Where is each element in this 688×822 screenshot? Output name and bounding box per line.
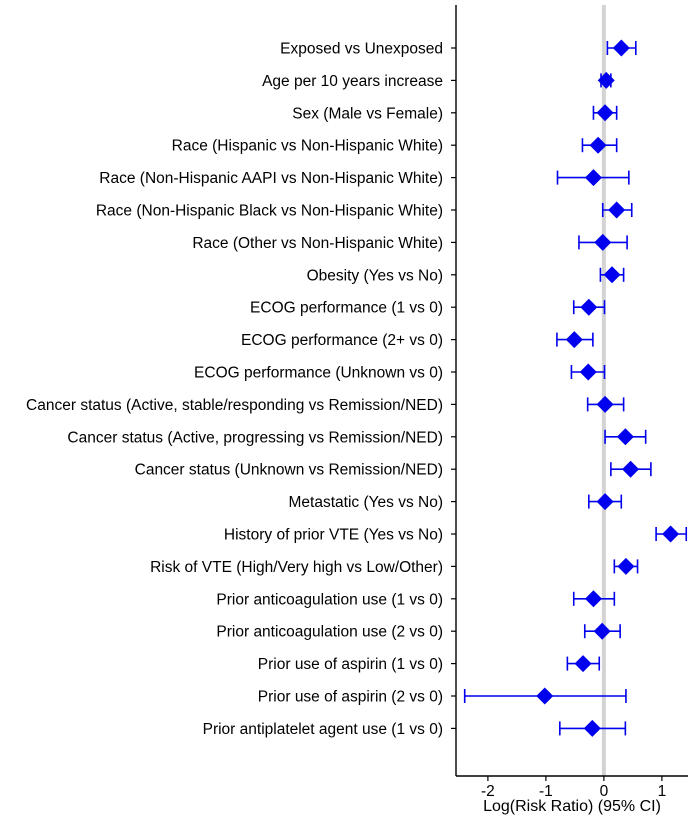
axis-layer: -2 -1 0 1 <box>451 5 688 800</box>
point-estimate-marker <box>580 298 598 316</box>
point-estimate-marker <box>596 104 614 122</box>
row-label: Sex (Male vs Female) <box>292 105 443 122</box>
point-estimate-marker <box>616 428 634 446</box>
point-estimate-marker <box>662 525 680 543</box>
row-label: Race (Hispanic vs Non-Hispanic White) <box>172 138 443 155</box>
point-estimate-marker <box>594 233 612 251</box>
row-label: ECOG performance (Unknown vs 0) <box>194 365 443 382</box>
point-estimate-marker <box>596 395 614 413</box>
point-estimate-marker <box>589 136 607 154</box>
row-label: Prior anticoagulation use (1 vs 0) <box>216 591 443 608</box>
row-label: Prior use of aspirin (1 vs 0) <box>258 656 443 673</box>
x-tick-label: 1 <box>658 783 667 800</box>
point-estimate-marker <box>608 201 626 219</box>
point-estimate-marker <box>565 331 583 349</box>
row-label: Cancer status (Active, progressing vs Re… <box>67 429 443 446</box>
row-label: Obesity (Yes vs No) <box>307 267 443 284</box>
x-axis-title: Log(Risk Ratio) (95% CI) <box>483 798 661 815</box>
point-estimate-marker <box>536 687 554 705</box>
point-estimate-marker <box>583 719 601 737</box>
x-tick-label: 0 <box>600 783 609 800</box>
row-label: Cancer status (Unknown vs Remission/NED) <box>135 462 443 479</box>
row-label-layer: Exposed vs Unexposed Age per 10 years inc… <box>26 41 443 738</box>
row-label: Risk of VTE (High/Very high vs Low/Other… <box>150 559 443 576</box>
point-estimate-marker <box>597 71 615 89</box>
row-label: Prior antiplatelet agent use (1 vs 0) <box>203 721 443 738</box>
row-label: ECOG performance (2+ vs 0) <box>241 332 443 349</box>
row-label: Prior anticoagulation use (2 vs 0) <box>216 624 443 641</box>
row-label: Race (Non-Hispanic Black vs Non-Hispanic… <box>96 203 443 220</box>
row-label: Race (Other vs Non-Hispanic White) <box>192 235 443 252</box>
point-estimate-layer <box>536 39 680 737</box>
point-estimate-marker <box>612 39 630 57</box>
row-label: History of prior VTE (Yes vs No) <box>224 527 443 544</box>
row-label: ECOG performance (1 vs 0) <box>250 300 443 317</box>
point-estimate-marker <box>596 493 614 511</box>
errorbar-layer <box>463 41 688 736</box>
point-estimate-marker <box>574 655 592 673</box>
row-label: Race (Non-Hispanic AAPI vs Non-Hispanic … <box>99 170 443 187</box>
row-label: Age per 10 years increase <box>262 73 443 90</box>
row-label: Cancer status (Active, stable/responding… <box>26 397 443 414</box>
point-estimate-marker <box>584 590 602 608</box>
point-estimate-marker <box>579 363 597 381</box>
point-estimate-marker <box>584 169 602 187</box>
point-estimate-marker <box>617 557 635 575</box>
x-tick-label: -1 <box>539 783 553 800</box>
row-label: Exposed vs Unexposed <box>280 41 443 58</box>
point-estimate-marker <box>622 460 640 478</box>
x-tick-label: -2 <box>481 783 495 800</box>
point-estimate-marker <box>593 622 611 640</box>
row-label: Metastatic (Yes vs No) <box>289 494 443 511</box>
point-estimate-marker <box>603 266 621 284</box>
row-label: Prior use of aspirin (2 vs 0) <box>258 689 443 706</box>
